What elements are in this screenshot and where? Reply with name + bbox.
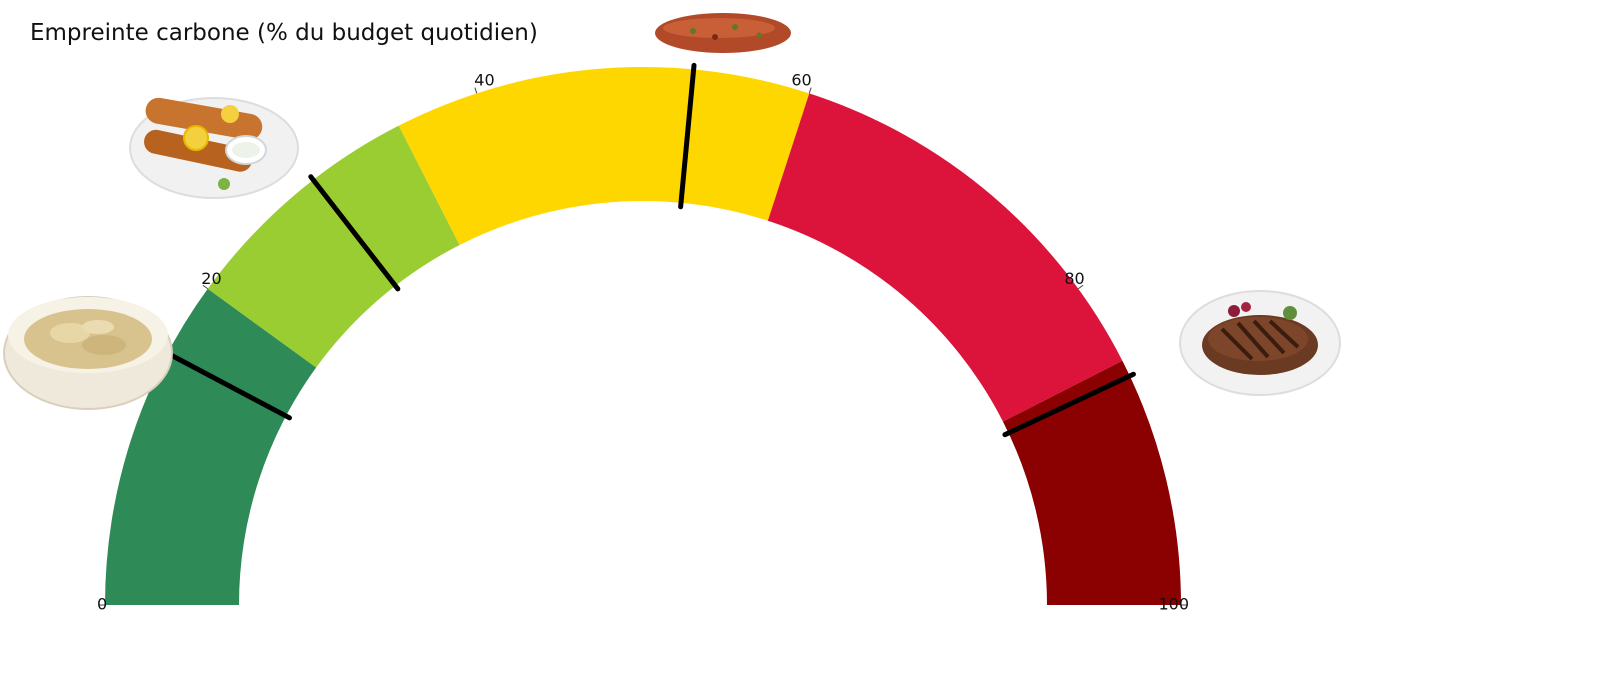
gauge-markers	[161, 62, 1136, 438]
gauge-band-4	[1002, 360, 1181, 605]
marker-line-1	[308, 174, 401, 292]
tick-mark-2	[474, 87, 478, 94]
tick-mark-4	[1077, 284, 1084, 290]
gauge-bands	[105, 67, 1181, 605]
steak-plate-image	[1179, 290, 1341, 396]
tick-label-5: 100	[1158, 595, 1189, 614]
risotto-bowl-image	[3, 296, 173, 410]
marker-line-2	[678, 62, 697, 210]
marker-line-0	[161, 348, 292, 421]
sausage-image	[655, 13, 791, 53]
gauge-band-2	[398, 67, 810, 246]
tick-label-4: 80	[1064, 269, 1084, 288]
tick-label-0: 0	[97, 595, 107, 614]
tick-label-2: 40	[474, 71, 494, 90]
tick-mark-1	[202, 284, 209, 290]
gauge-band-3	[767, 93, 1123, 422]
marker-line-3	[1002, 371, 1136, 438]
gauge-ticks: 0 20 40 60 80 100	[97, 71, 1189, 614]
chart-title: Empreinte carbone (% du budget quotidien…	[30, 20, 538, 46]
fried-fish-plate-image	[129, 97, 299, 199]
tick-label-3: 60	[791, 71, 811, 90]
gauge-band-0	[105, 288, 317, 605]
tick-mark-3	[808, 87, 812, 94]
tick-label-1: 20	[201, 269, 221, 288]
gauge-band-1	[207, 125, 460, 368]
